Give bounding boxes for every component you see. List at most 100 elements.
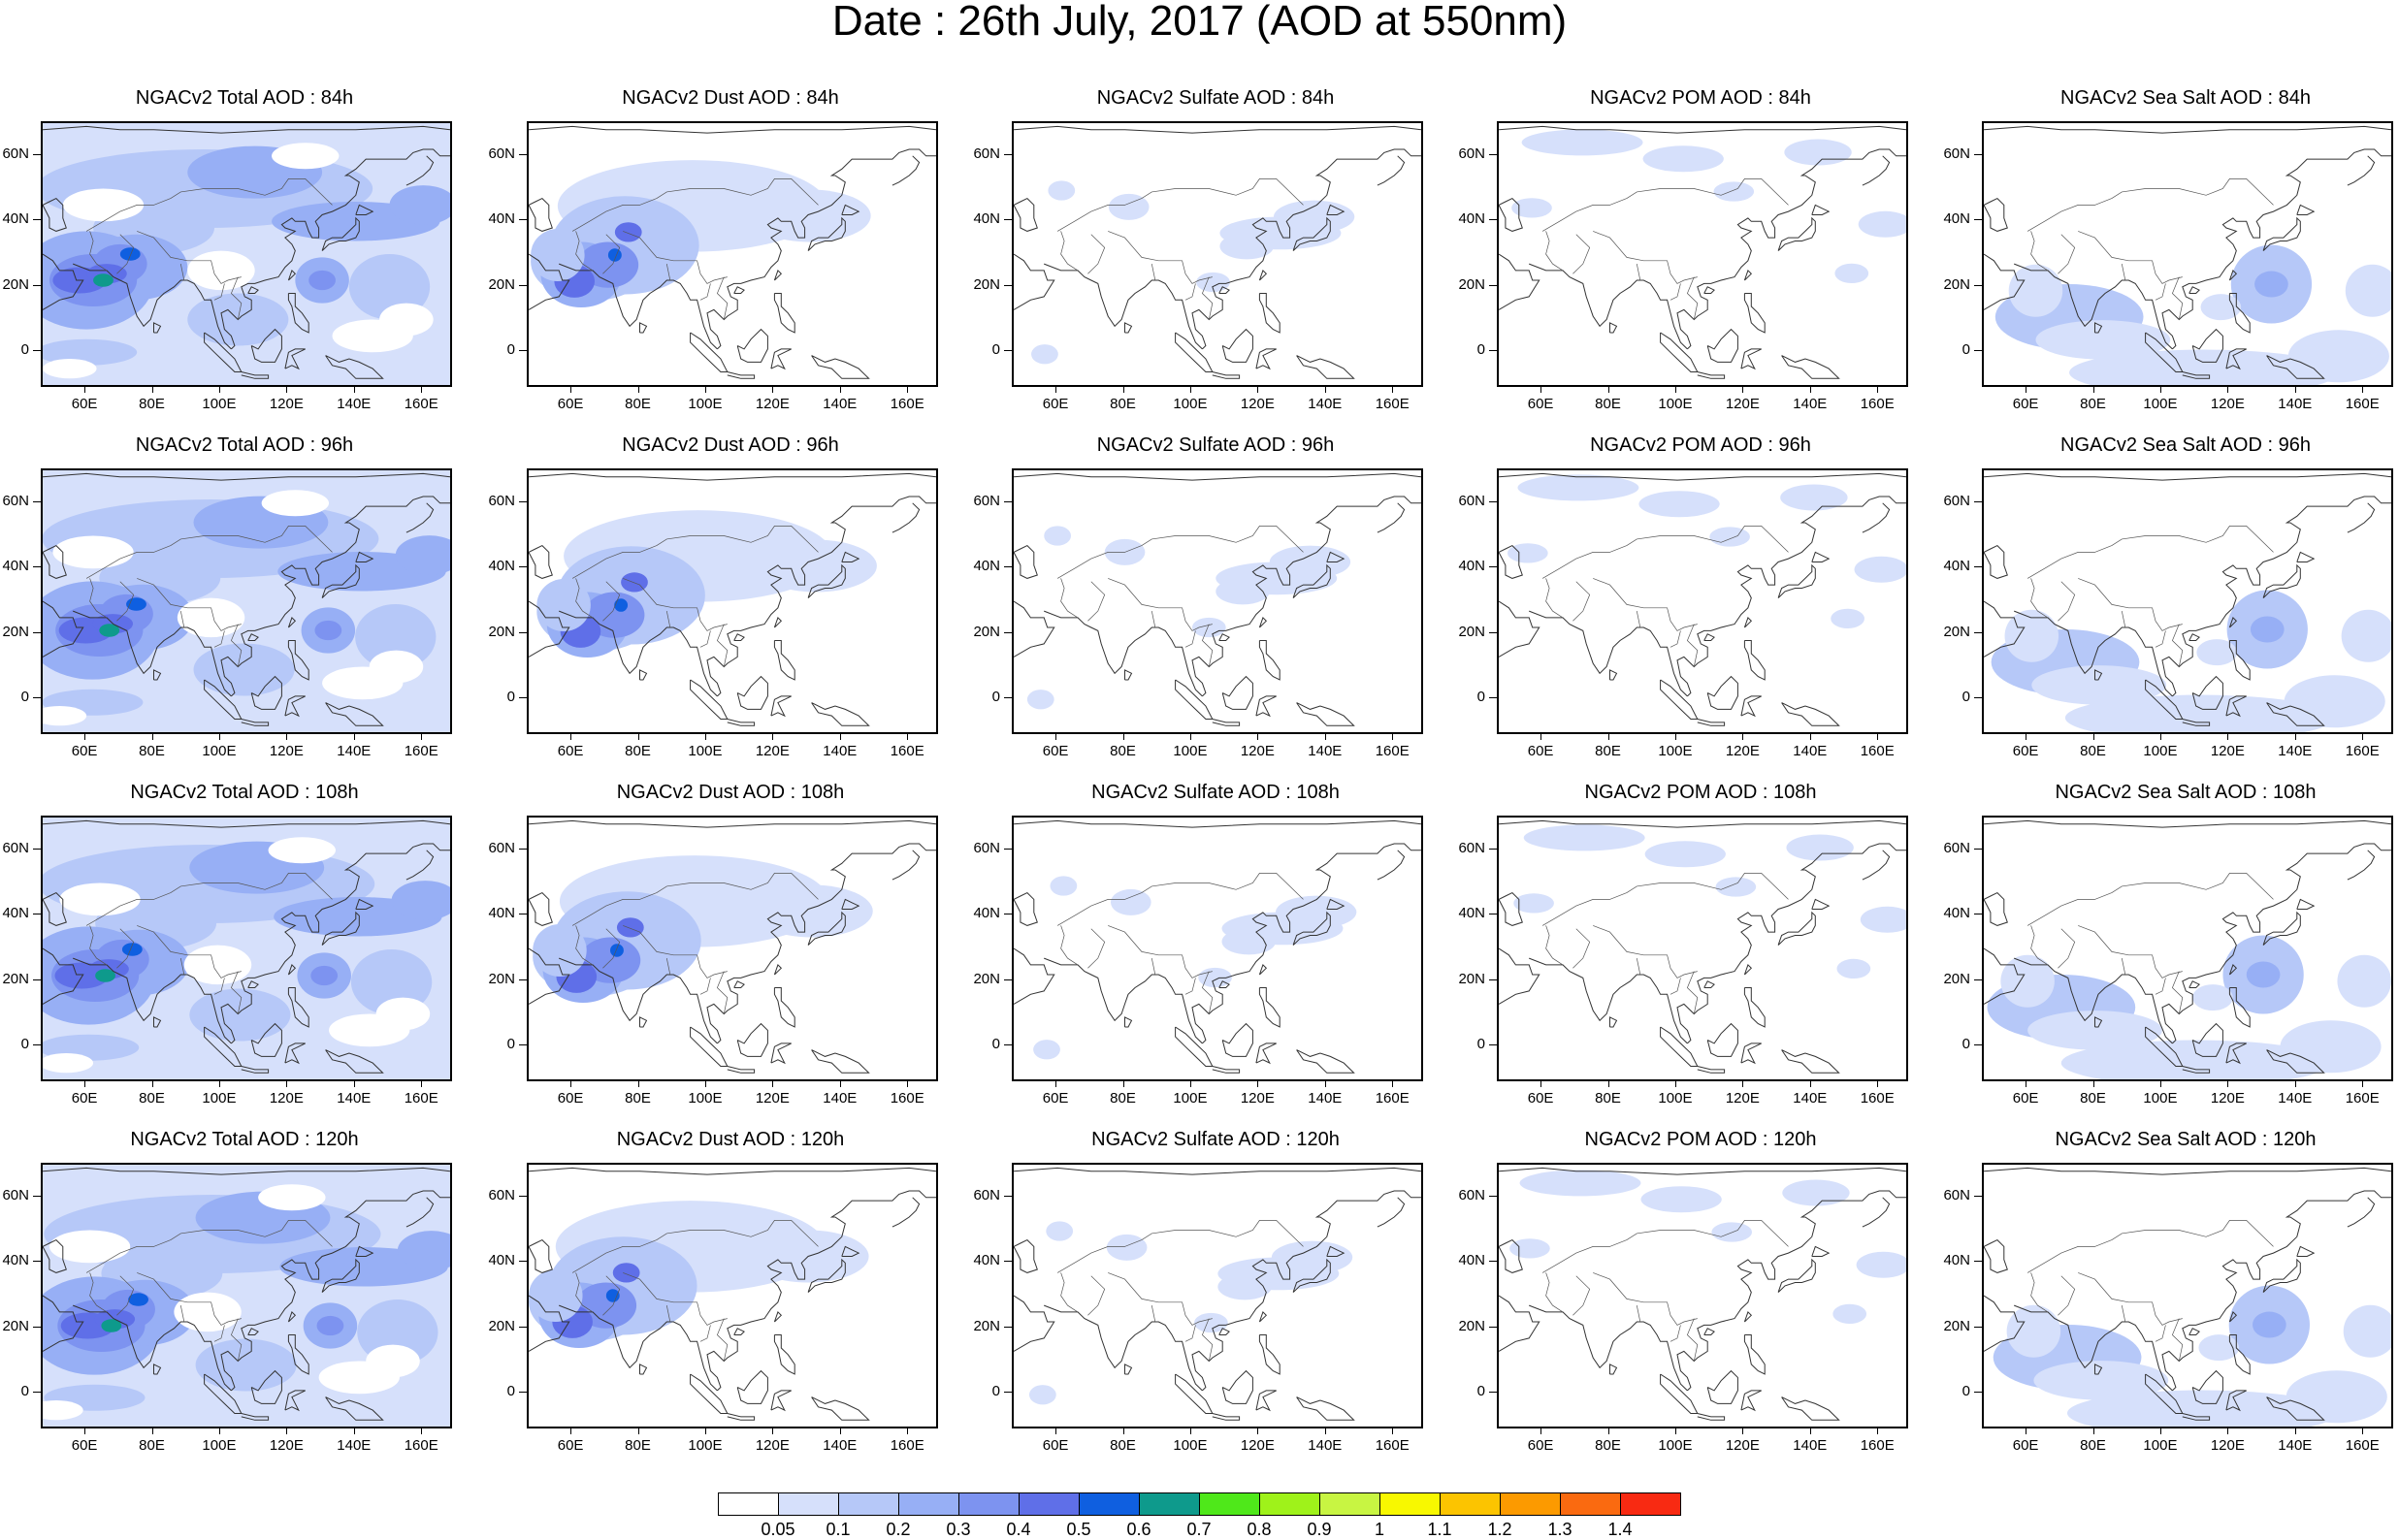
coastline xyxy=(2145,1026,2184,1067)
aod-contour-region xyxy=(2284,675,2385,728)
aod-contour-region xyxy=(314,620,342,641)
lon-tick-label: 60E xyxy=(2012,743,2039,759)
coastline xyxy=(841,898,860,910)
lat-tick-label: 0 xyxy=(991,1383,1000,1400)
lat-tick-label: 20N xyxy=(488,623,515,640)
lon-tick xyxy=(2362,385,2364,393)
coastline xyxy=(2225,695,2247,718)
lat-tick xyxy=(1004,631,1012,633)
lon-tick-label: 120E xyxy=(1725,1437,1760,1454)
aod-contour-region xyxy=(1715,877,1757,897)
lon-tick-label: 120E xyxy=(1725,1090,1760,1107)
lon-tick-label: 160E xyxy=(2345,1437,2380,1454)
lat-tick xyxy=(1489,500,1497,502)
aod-contour-region xyxy=(1028,1385,1056,1405)
coastline xyxy=(1175,332,1214,372)
country-border xyxy=(2078,925,2183,979)
coastline xyxy=(2347,850,2376,881)
coastline xyxy=(1660,679,1699,720)
coastline xyxy=(1044,1304,1203,1392)
aod-field-map xyxy=(43,123,450,385)
lon-tick-label: 80E xyxy=(1595,1090,1621,1107)
aod-low-region xyxy=(49,1230,131,1264)
country-border xyxy=(699,978,711,995)
lat-tick-label: 0 xyxy=(991,1036,1000,1053)
aod-low-region xyxy=(369,650,424,684)
country-border xyxy=(1636,611,1641,628)
aod-contour-region xyxy=(1521,129,1643,156)
country-border xyxy=(665,958,671,976)
map-frame xyxy=(1982,121,2393,387)
map-frame xyxy=(1982,468,2393,734)
country-border xyxy=(137,578,242,631)
lon-tick-label: 160E xyxy=(2345,1090,2380,1107)
country-border xyxy=(1686,624,1699,667)
lat-tick xyxy=(33,284,41,286)
coastline xyxy=(2262,911,2301,946)
coastline xyxy=(807,911,846,946)
lon-tick-label: 60E xyxy=(557,1437,584,1454)
coastline xyxy=(529,819,936,828)
lat-tick-label: 60N xyxy=(488,492,515,509)
lon-tick xyxy=(286,1427,288,1434)
country-border xyxy=(716,1318,729,1362)
lon-tick-label: 120E xyxy=(2210,743,2245,759)
lat-tick-label: 20N xyxy=(1458,623,1485,640)
lat-tick-label: 40N xyxy=(488,210,515,228)
lon-tick xyxy=(704,1427,706,1434)
country-border xyxy=(1108,578,1213,631)
coastline xyxy=(1221,328,1253,363)
aod-contour-region xyxy=(1044,526,1072,546)
aod-contour-region xyxy=(2252,1311,2286,1338)
panel-title: NGACv2 Dust AOD : 96h xyxy=(622,434,839,456)
coastline xyxy=(1221,1369,1253,1404)
country-border xyxy=(230,276,243,320)
country-border xyxy=(1670,283,1681,301)
coastline xyxy=(1984,197,2008,232)
country-border xyxy=(623,1272,728,1326)
lat-tick-label: 0 xyxy=(20,689,29,706)
coastline xyxy=(529,544,553,579)
coastline xyxy=(1499,1167,1906,1175)
coastline xyxy=(1014,1295,1055,1352)
country-border xyxy=(85,873,333,926)
aod-low-region xyxy=(174,1292,242,1332)
aod-field-map xyxy=(1984,1165,2391,1427)
lat-tick-label: 60N xyxy=(1458,839,1485,856)
country-border xyxy=(602,234,621,274)
coastline xyxy=(736,1022,768,1057)
lon-tick xyxy=(1257,732,1259,740)
coastline xyxy=(1743,269,1753,281)
country-border xyxy=(1060,231,1079,272)
coastline xyxy=(1743,616,1753,628)
coastline xyxy=(1499,947,1540,1005)
coastline xyxy=(1212,719,1241,726)
map-frame xyxy=(1982,1163,2393,1428)
panel-title: NGACv2 Total AOD : 108h xyxy=(130,782,359,803)
coastline xyxy=(1984,544,2008,579)
lon-tick xyxy=(218,732,220,740)
coastline xyxy=(773,640,795,681)
country-border xyxy=(137,925,242,979)
lat-tick-label: 40N xyxy=(2,1252,29,1269)
coastline xyxy=(73,957,232,1044)
aod-contour-region xyxy=(612,1263,640,1283)
colorbar-swatch xyxy=(1379,1492,1441,1516)
country-border xyxy=(230,624,243,667)
country-border xyxy=(571,526,819,579)
aod-contour-region xyxy=(395,535,450,575)
lon-tick xyxy=(2362,1079,2364,1087)
coastline xyxy=(2014,1304,2173,1392)
coastline xyxy=(1811,1245,1831,1257)
country-border xyxy=(1056,873,1304,926)
lon-tick xyxy=(1674,1079,1676,1087)
lon-tick-label: 80E xyxy=(2080,1090,2106,1107)
country-border xyxy=(2171,276,2184,320)
country-border xyxy=(623,231,728,284)
country-border xyxy=(1636,264,1641,281)
coastline xyxy=(1676,1190,1906,1392)
coastline xyxy=(1862,502,1891,533)
coastline xyxy=(2182,719,2211,726)
coastline xyxy=(2266,702,2325,726)
coastline xyxy=(736,328,768,363)
